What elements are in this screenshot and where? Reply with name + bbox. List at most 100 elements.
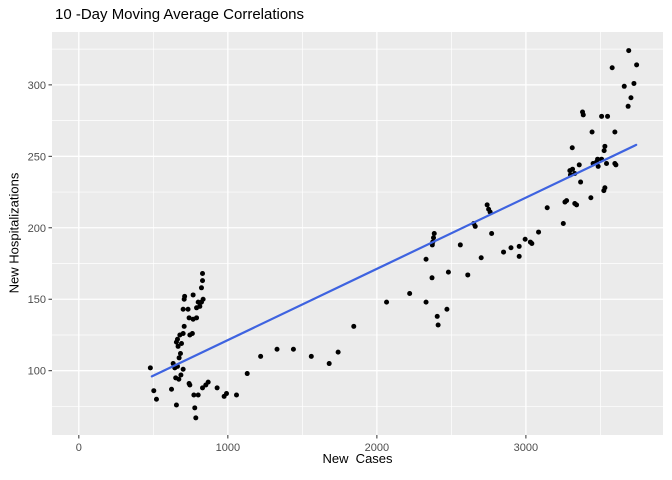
data-point (274, 346, 280, 352)
data-point (180, 306, 186, 312)
data-point (595, 163, 601, 169)
data-point (187, 382, 193, 388)
data-point (326, 361, 332, 367)
data-point (181, 323, 187, 329)
data-point (335, 349, 341, 355)
data-point (609, 65, 615, 71)
x-tick-label: 3000 (514, 442, 538, 454)
data-point (429, 275, 435, 281)
data-point (516, 243, 522, 249)
x-axis-title: New Cases (322, 451, 393, 466)
data-point (588, 195, 594, 201)
data-point (191, 392, 197, 398)
data-point (189, 331, 195, 337)
x-tick-label: 0 (76, 442, 82, 454)
data-point (604, 160, 610, 166)
data-point (153, 396, 159, 402)
data-point (602, 185, 608, 191)
data-point (536, 229, 542, 235)
data-point (214, 385, 220, 391)
data-point (576, 162, 582, 168)
data-point (200, 278, 206, 284)
data-point (224, 391, 230, 397)
data-point (501, 249, 507, 255)
data-point (601, 148, 607, 154)
data-point (508, 245, 514, 251)
data-point (580, 112, 586, 118)
chart-title: 10 -Day Moving Average Correlations (55, 6, 305, 23)
data-point (308, 353, 314, 359)
data-point (472, 223, 478, 229)
y-tick-label: 150 (28, 294, 46, 306)
data-point (200, 296, 206, 302)
data-point (180, 366, 186, 372)
data-point (560, 220, 566, 226)
data-point (174, 336, 180, 342)
data-point (465, 272, 471, 278)
data-point (173, 402, 179, 408)
data-point (176, 355, 182, 361)
data-point (197, 303, 203, 309)
trend-line (150, 143, 638, 378)
data-point (431, 235, 437, 241)
data-point (613, 162, 619, 168)
data-point (628, 95, 634, 101)
data-point (544, 205, 550, 211)
y-tick-label: 250 (28, 151, 46, 163)
data-point (589, 129, 595, 135)
data-point (574, 202, 580, 208)
y-tick-label: 100 (28, 366, 46, 378)
y-tick-label: 300 (28, 80, 46, 92)
data-point (478, 255, 484, 261)
data-point (147, 365, 153, 371)
data-point (205, 379, 211, 385)
data-point (194, 315, 200, 321)
data-point (258, 353, 264, 359)
data-point (595, 156, 601, 162)
data-point (631, 80, 637, 86)
data-point (290, 346, 296, 352)
data-point (626, 48, 632, 54)
data-point (634, 62, 640, 68)
data-point (489, 231, 495, 236)
data-point (444, 306, 450, 312)
data-point (179, 341, 185, 347)
data-point (423, 256, 429, 262)
data-point (200, 385, 206, 391)
data-point (529, 241, 535, 247)
data-point (434, 313, 440, 319)
data-point (612, 129, 618, 135)
data-point (185, 306, 191, 312)
data-point (244, 371, 250, 377)
data-point (578, 179, 584, 185)
data-point (186, 315, 192, 321)
data-point (182, 293, 188, 299)
data-point (176, 376, 182, 382)
data-point (180, 331, 186, 337)
data-point (457, 242, 463, 248)
data-point (625, 103, 631, 109)
data-point (599, 113, 605, 119)
data-point (621, 83, 627, 89)
data-point (570, 166, 576, 172)
data-point (407, 291, 413, 297)
data-point (178, 372, 184, 378)
data-point (484, 202, 490, 208)
data-point (200, 271, 206, 277)
plot-panel (52, 32, 663, 435)
data-point (198, 285, 204, 291)
x-tick-label: 2000 (365, 442, 389, 454)
data-point (384, 299, 390, 305)
data-point (351, 323, 357, 329)
data-point (175, 343, 181, 349)
x-tick-label: 1000 (216, 442, 240, 454)
data-point (445, 269, 451, 275)
data-point (195, 392, 201, 398)
data-point (602, 143, 608, 149)
data-point (192, 405, 198, 411)
data-point (431, 231, 437, 236)
data-point (516, 253, 522, 259)
data-point (233, 392, 239, 398)
